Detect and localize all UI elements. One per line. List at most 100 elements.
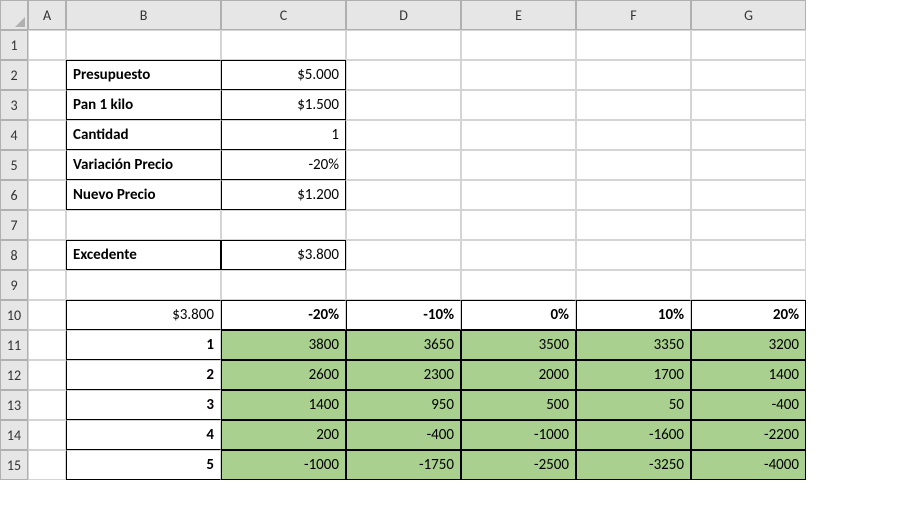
dt-rowqty-0[interactable]: 1: [66, 330, 221, 360]
cell-G8[interactable]: [691, 240, 806, 270]
cell-F1[interactable]: [576, 30, 691, 60]
cantidad-value[interactable]: 1: [221, 120, 346, 150]
row-header-4[interactable]: 4: [0, 120, 28, 150]
dt-val-3-2[interactable]: -1000: [461, 420, 576, 450]
row-header-14[interactable]: 14: [0, 420, 28, 450]
dt-colpct-3[interactable]: 10%: [576, 300, 691, 330]
cell-F3[interactable]: [576, 90, 691, 120]
cell-F8[interactable]: [576, 240, 691, 270]
cell-E6[interactable]: [461, 180, 576, 210]
cell-G1[interactable]: [691, 30, 806, 60]
cell-C7[interactable]: [221, 210, 346, 240]
excedente-value[interactable]: $3.800: [221, 240, 346, 270]
row-header-1[interactable]: 1: [0, 30, 28, 60]
cell-E5[interactable]: [461, 150, 576, 180]
dt-val-0-2[interactable]: 3500: [461, 330, 576, 360]
cell-F7[interactable]: [576, 210, 691, 240]
row-header-11[interactable]: 11: [0, 330, 28, 360]
dt-corner[interactable]: $3.800: [66, 300, 221, 330]
cell-G6[interactable]: [691, 180, 806, 210]
presupuesto-value[interactable]: $5.000: [221, 60, 346, 90]
dt-val-0-0[interactable]: 3800: [221, 330, 346, 360]
row-header-5[interactable]: 5: [0, 150, 28, 180]
cell-D3[interactable]: [346, 90, 461, 120]
dt-val-4-2[interactable]: -2500: [461, 450, 576, 480]
cell-E4[interactable]: [461, 120, 576, 150]
cell-A9[interactable]: [28, 270, 66, 300]
dt-colpct-1[interactable]: -10%: [346, 300, 461, 330]
row-header-15[interactable]: 15: [0, 450, 28, 480]
dt-val-1-2[interactable]: 2000: [461, 360, 576, 390]
dt-val-3-3[interactable]: -1600: [576, 420, 691, 450]
spreadsheet[interactable]: A B C D E F G 1 2 Presupuesto $5.000 3 P…: [0, 0, 902, 480]
cell-A1[interactable]: [28, 30, 66, 60]
cell-D9[interactable]: [346, 270, 461, 300]
dt-colpct-2[interactable]: 0%: [461, 300, 576, 330]
cell-D5[interactable]: [346, 150, 461, 180]
nuevo-label[interactable]: Nuevo Precio: [66, 180, 221, 210]
cell-A2[interactable]: [28, 60, 66, 90]
cell-D7[interactable]: [346, 210, 461, 240]
dt-val-0-1[interactable]: 3650: [346, 330, 461, 360]
pan-label[interactable]: Pan 1 kilo: [66, 90, 221, 120]
cell-E8[interactable]: [461, 240, 576, 270]
cantidad-label[interactable]: Cantidad: [66, 120, 221, 150]
dt-rowqty-4[interactable]: 5: [66, 450, 221, 480]
cell-D4[interactable]: [346, 120, 461, 150]
row-header-6[interactable]: 6: [0, 180, 28, 210]
cell-A11[interactable]: [28, 330, 66, 360]
cell-F5[interactable]: [576, 150, 691, 180]
cell-A12[interactable]: [28, 360, 66, 390]
dt-val-3-1[interactable]: -400: [346, 420, 461, 450]
dt-val-4-1[interactable]: -1750: [346, 450, 461, 480]
cell-G3[interactable]: [691, 90, 806, 120]
cell-A6[interactable]: [28, 180, 66, 210]
dt-val-4-3[interactable]: -3250: [576, 450, 691, 480]
cell-G4[interactable]: [691, 120, 806, 150]
cell-G9[interactable]: [691, 270, 806, 300]
cell-F4[interactable]: [576, 120, 691, 150]
cell-F9[interactable]: [576, 270, 691, 300]
presupuesto-label[interactable]: Presupuesto: [66, 60, 221, 90]
row-header-7[interactable]: 7: [0, 210, 28, 240]
cell-G2[interactable]: [691, 60, 806, 90]
dt-colpct-0[interactable]: -20%: [221, 300, 346, 330]
row-header-13[interactable]: 13: [0, 390, 28, 420]
row-header-3[interactable]: 3: [0, 90, 28, 120]
dt-val-0-3[interactable]: 3350: [576, 330, 691, 360]
dt-val-1-0[interactable]: 2600: [221, 360, 346, 390]
col-header-D[interactable]: D: [346, 0, 461, 30]
cell-E9[interactable]: [461, 270, 576, 300]
dt-val-2-4[interactable]: -400: [691, 390, 806, 420]
dt-rowqty-3[interactable]: 4: [66, 420, 221, 450]
dt-rowqty-1[interactable]: 2: [66, 360, 221, 390]
dt-val-2-2[interactable]: 500: [461, 390, 576, 420]
cell-D8[interactable]: [346, 240, 461, 270]
dt-val-2-3[interactable]: 50: [576, 390, 691, 420]
cell-F6[interactable]: [576, 180, 691, 210]
cell-C9[interactable]: [221, 270, 346, 300]
cell-C1[interactable]: [221, 30, 346, 60]
row-header-8[interactable]: 8: [0, 240, 28, 270]
cell-F2[interactable]: [576, 60, 691, 90]
dt-rowqty-2[interactable]: 3: [66, 390, 221, 420]
cell-B9[interactable]: [66, 270, 221, 300]
dt-val-3-0[interactable]: 200: [221, 420, 346, 450]
select-all-corner[interactable]: [0, 0, 28, 30]
cell-A7[interactable]: [28, 210, 66, 240]
cell-G7[interactable]: [691, 210, 806, 240]
cell-A3[interactable]: [28, 90, 66, 120]
cell-A4[interactable]: [28, 120, 66, 150]
dt-val-3-4[interactable]: -2200: [691, 420, 806, 450]
cell-A8[interactable]: [28, 240, 66, 270]
dt-val-1-4[interactable]: 1400: [691, 360, 806, 390]
row-header-2[interactable]: 2: [0, 60, 28, 90]
nuevo-value[interactable]: $1.200: [221, 180, 346, 210]
col-header-E[interactable]: E: [461, 0, 576, 30]
dt-val-4-4[interactable]: -4000: [691, 450, 806, 480]
cell-E1[interactable]: [461, 30, 576, 60]
cell-A10[interactable]: [28, 300, 66, 330]
col-header-B[interactable]: B: [66, 0, 221, 30]
cell-A13[interactable]: [28, 390, 66, 420]
col-header-A[interactable]: A: [28, 0, 66, 30]
